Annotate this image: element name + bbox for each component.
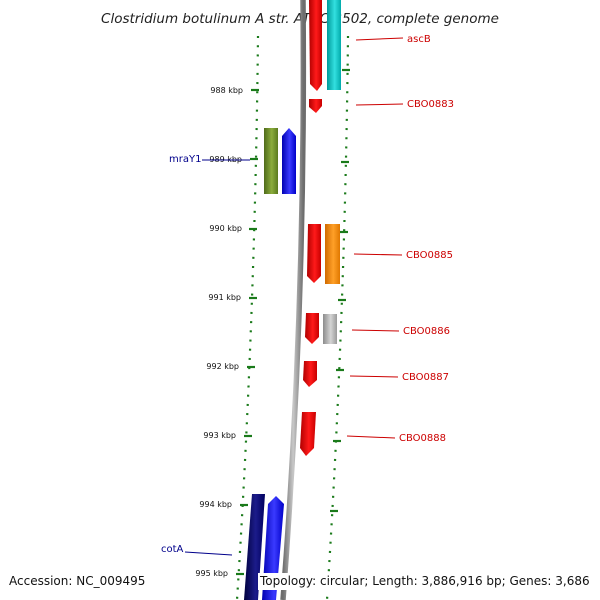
gene-CBO0887-feature — [303, 361, 317, 387]
gene-label-leaders-blue — [185, 160, 250, 555]
gene-mraY1 — [264, 128, 296, 194]
gene-ascB-cog — [327, 0, 341, 90]
gene-label-cotA: cotA — [161, 544, 184, 555]
gene-label-CBO0888: CBO0888 — [399, 433, 446, 444]
gene-CBO0887 — [303, 361, 317, 387]
gene-CBO0885-cog — [325, 224, 340, 284]
gene-label-leaders-red — [347, 38, 403, 438]
scale-label-995: 995 kbp — [195, 569, 228, 578]
gene-label-ascB: ascB — [407, 34, 431, 45]
gene-label-CBO0883: CBO0883 — [407, 99, 454, 110]
gene-label-CBO0887: CBO0887 — [402, 372, 449, 383]
gene-CBO0886 — [305, 313, 337, 344]
gene-CBO0888-feature — [300, 412, 316, 456]
scale-label-991: 991 kbp — [208, 293, 241, 302]
gene-CBO0883 — [309, 99, 322, 113]
gene-mraY1-feature — [282, 128, 296, 194]
scale-label-993: 993 kbp — [203, 431, 236, 440]
scale-label-988: 988 kbp — [210, 86, 243, 95]
gene-label-CBO0885: CBO0885 — [406, 250, 453, 261]
gene-CBO0885 — [307, 224, 340, 284]
scale-label-990: 990 kbp — [209, 224, 242, 233]
gene-CBO0888 — [300, 412, 316, 456]
gene-CBO0883-feature — [309, 99, 322, 113]
gene-CBO0885-feature — [307, 224, 321, 283]
genome-backbone — [283, 0, 303, 600]
scale-label-992: 992 kbp — [206, 362, 239, 371]
topology-text: Topology: circular; Length: 3,886,916 bp… — [258, 573, 592, 590]
gene-label-mraY1: mraY1 — [169, 154, 201, 165]
gene-CBO0886-cog — [323, 314, 337, 344]
gene-ascB-feature — [309, 0, 322, 91]
outer-major-ticks — [330, 70, 350, 511]
gene-mraY1-cog — [264, 128, 278, 194]
gene-CBO0886-feature — [305, 313, 319, 344]
accession-text: Accession: NC_009495 — [7, 573, 147, 590]
gene-label-CBO0886: CBO0886 — [403, 326, 450, 337]
scale-label-994: 994 kbp — [199, 500, 232, 509]
map-title: Clostridium botulinum A str. ATCC 3502, … — [101, 11, 499, 27]
